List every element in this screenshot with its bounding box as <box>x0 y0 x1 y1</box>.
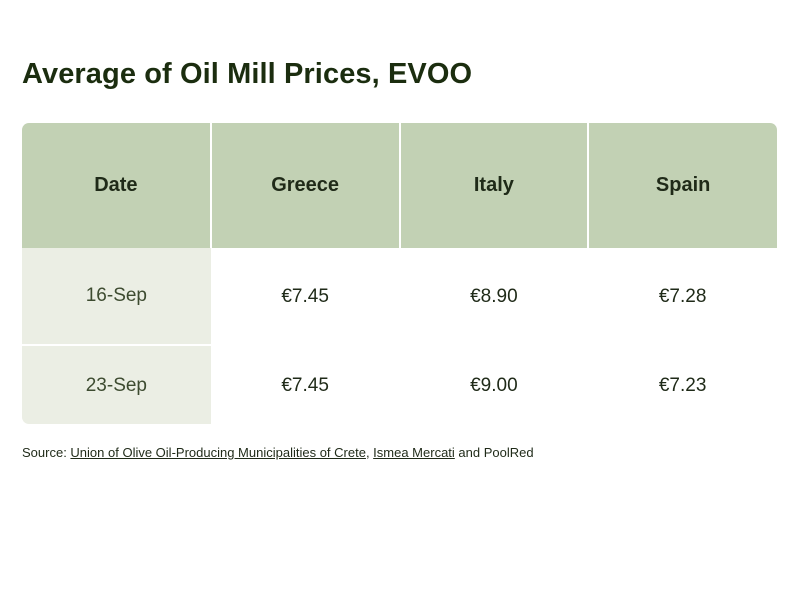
date-cell: 23-Sep <box>22 344 211 424</box>
source-prefix: Source: <box>22 445 71 460</box>
source-suffix: and PoolRed <box>454 445 534 460</box>
source-note: Source: Union of Olive Oil-Producing Mun… <box>22 445 534 460</box>
greece-price-cell: €7.45 <box>210 345 400 424</box>
chart-title: Average of Oil Mill Prices, EVOO <box>22 58 473 90</box>
price-table: Date Greece Italy Spain 16-Sep €7.45 €8.… <box>22 123 777 424</box>
header-row: Date Greece Italy Spain <box>22 123 777 248</box>
source-link-ismea[interactable]: Ismea Mercati <box>373 445 455 460</box>
header-greece: Greece <box>209 123 400 248</box>
source-separator: , <box>365 445 374 460</box>
price-table-container: Date Greece Italy Spain 16-Sep €7.45 €8.… <box>22 123 777 424</box>
italy-price-cell: €9.00 <box>399 345 589 424</box>
header-italy: Italy <box>398 123 589 248</box>
table-row: 23-Sep €7.45 €9.00 €7.23 <box>22 344 777 424</box>
italy-price-cell: €8.90 <box>399 248 589 345</box>
table-row: 16-Sep €7.45 €8.90 €7.28 <box>22 248 777 345</box>
header-date: Date <box>22 123 211 248</box>
date-cell: 16-Sep <box>22 248 211 345</box>
spain-price-cell: €7.23 <box>588 345 777 424</box>
source-link-crete[interactable]: Union of Olive Oil-Producing Municipalit… <box>70 445 366 460</box>
spain-price-cell: €7.28 <box>588 248 777 345</box>
header-spain: Spain <box>587 123 777 248</box>
greece-price-cell: €7.45 <box>210 248 400 345</box>
